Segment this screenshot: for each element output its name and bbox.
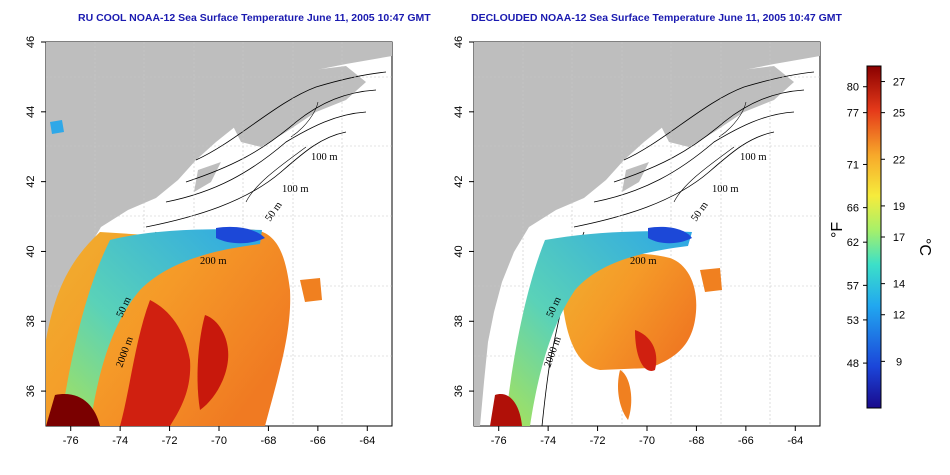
map-title-right: DECLOUDED NOAA-12 Sea Surface Temperatur… [471,12,842,24]
lon-tick-label-right: -64 [787,435,803,447]
lon-tick-label-right: -66 [738,435,754,447]
sst-field-left [46,120,322,426]
lat-tick-label-right: 42 [453,176,465,188]
colorbar-f-label: 80 [847,82,859,94]
lon-tick-label-right: -74 [540,435,556,447]
lon-tick-label-left: -70 [211,435,227,447]
sst-field-right [490,226,722,426]
map-title-left: RU COOL NOAA-12 Sea Surface Temperature … [78,12,431,24]
colorbar-c-label: 12 [893,310,905,322]
colorbar-f-label: 77 [847,108,859,120]
colorbar-c-label: 27 [893,77,905,89]
map-panel-right [473,41,821,427]
colorbar-c-label: 9 [896,356,902,368]
axes-layer: -76 -74 -72 -70 -68 -66 -64 36 38 40 42 44 46 -76 -74 -… [25,36,803,447]
colorbar-f-label: 71 [847,159,859,171]
lon-tick-label-right: -70 [639,435,655,447]
colorbar-gradient [866,65,882,409]
lat-tick-label-left: 38 [25,315,37,327]
colorbar-f-label: 62 [847,237,859,249]
lat-tick-label-right: 36 [453,385,465,397]
colorbar-c-label: 17 [893,232,905,244]
lat-tick-label-right: 38 [453,315,465,327]
contour-label-left-200m: 200 m [200,256,227,267]
lat-tick-label-left: 36 [25,385,37,397]
colorbar-c-label: 22 [893,154,905,166]
lon-tick-label-left: -66 [310,435,326,447]
contour-label-right-100m-b: 100 m [712,184,739,195]
lat-tick-label-right: 40 [453,245,465,257]
lat-tick-label-left: 40 [25,245,37,257]
contour-label-right-200m: 200 m [630,256,657,267]
colorbar-ticks: 80 27 77 25 71 22 66 19 62 17 57 14 53 12 48 9 [847,77,905,371]
colorbar-f-label: 66 [847,203,859,215]
colorbar: 80 27 77 25 71 22 66 19 62 17 57 14 53 12 48 9 °F °C [829,65,933,409]
lat-tick-label-left: 42 [25,176,37,188]
lon-tick-label-left: -64 [359,435,375,447]
contour-label-left-100m-a: 100 m [311,152,338,163]
lon-tick-label-left: -72 [162,435,178,447]
colorbar-f-label: 48 [847,358,859,370]
lat-tick-label-right: 46 [453,36,465,48]
lon-tick-label-right: -76 [491,435,507,447]
lon-tick-label-left: -74 [112,435,128,447]
map-panel-left [45,41,393,427]
lon-tick-label-left: -68 [260,435,276,447]
colorbar-c-label: 14 [893,279,905,291]
lat-tick-label-left: 44 [25,106,37,118]
colorbar-unit-f: °F [829,222,846,238]
colorbar-f-label: 53 [847,315,859,327]
lon-tick-label-right: -72 [590,435,606,447]
colorbar-f-label: 57 [847,280,859,292]
lat-tick-label-right: 44 [453,106,465,118]
colorbar-c-label: 25 [893,108,905,120]
lon-tick-label-right: -68 [688,435,704,447]
colorbar-unit-c: °C [916,238,933,256]
lon-tick-label-left: -76 [63,435,79,447]
contour-label-right-100m-a: 100 m [740,152,767,163]
colorbar-c-label: 19 [893,201,905,213]
lat-tick-label-left: 46 [25,36,37,48]
contour-label-left-100m-b: 100 m [282,184,309,195]
